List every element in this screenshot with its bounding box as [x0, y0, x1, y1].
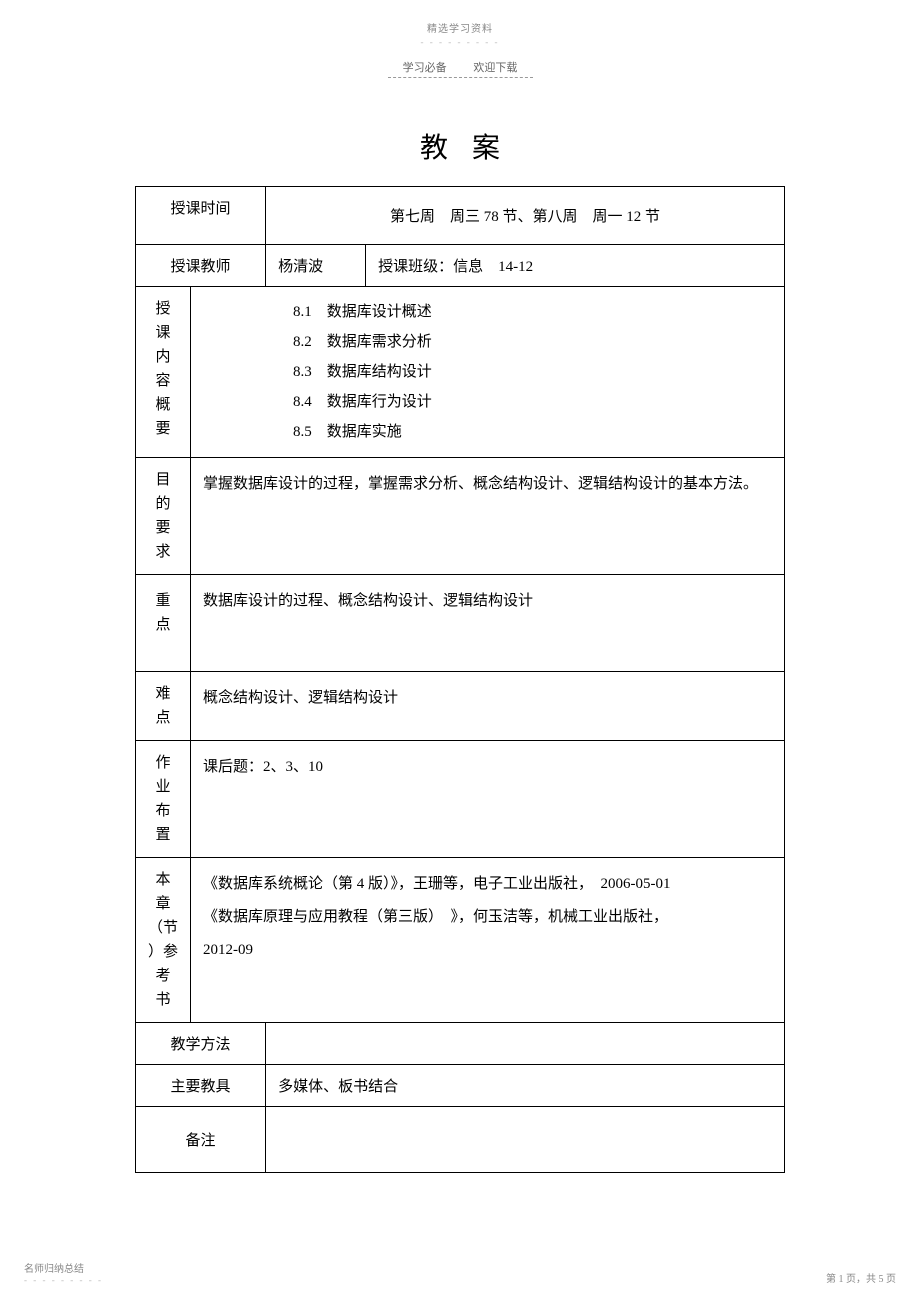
row-keypoint: 重点 数据库设计的过程、概念结构设计、逻辑结构设计: [136, 575, 785, 672]
outline-content: 8.1 数据库设计概述 8.2 数据库需求分析 8.3 数据库结构设计 8.4 …: [191, 287, 785, 458]
footer-left-dash: - - - - - - - - -: [24, 1275, 103, 1285]
outline-label-text: 授课内容概要: [148, 297, 178, 441]
tools-label: 主要教具: [136, 1065, 266, 1107]
reference-line-3: 2012-09: [203, 934, 772, 967]
footer-right: 第 1 页，共 5 页: [826, 1270, 896, 1285]
homework-label-text: 作业布置: [148, 751, 178, 847]
notes-content: [266, 1107, 785, 1173]
objective-label: 目的要求: [136, 458, 191, 575]
notes-label: 备注: [136, 1107, 266, 1173]
page-title: 教案: [0, 126, 920, 166]
row-notes: 备注: [136, 1107, 785, 1173]
keypoint-label-text: 重点: [148, 589, 178, 637]
header-sub-right: 欢迎下载: [473, 62, 517, 74]
reference-label-text: 本章（节）参考书: [148, 868, 178, 1012]
outline-item-1: 8.1 数据库设计概述: [203, 297, 772, 327]
tools-content: 多媒体、板书结合: [266, 1065, 785, 1107]
row-outline: 授课内容概要 8.1 数据库设计概述 8.2 数据库需求分析 8.3 数据库结构…: [136, 287, 785, 458]
reference-line-1: 《数据库系统概论（第 4 版）》，王珊等，电子工业出版社， 2006-05-01: [203, 868, 772, 901]
row-tools: 主要教具 多媒体、板书结合: [136, 1065, 785, 1107]
header-sub-left: 学习必备: [403, 62, 447, 74]
row-objective: 目的要求 掌握数据库设计的过程，掌握需求分析、概念结构设计、逻辑结构设计的基本方…: [136, 458, 785, 575]
header-top-text: 精选学习资料: [0, 0, 920, 35]
row-reference: 本章（节）参考书 《数据库系统概论（第 4 版）》，王珊等，电子工业出版社， 2…: [136, 858, 785, 1023]
teacher-name: 杨清波: [266, 245, 366, 287]
keypoint-label: 重点: [136, 575, 191, 672]
schedule-label: 授课时间: [136, 187, 266, 245]
homework-label: 作业布置: [136, 741, 191, 858]
difficulty-content: 概念结构设计、逻辑结构设计: [191, 672, 785, 741]
keypoint-content: 数据库设计的过程、概念结构设计、逻辑结构设计: [191, 575, 785, 672]
homework-content: 课后题：2、3、10: [191, 741, 785, 858]
method-content: [266, 1023, 785, 1065]
row-schedule: 授课时间 第七周 周三 78 节、第八周 周一 12 节: [136, 187, 785, 245]
row-homework: 作业布置 课后题：2、3、10: [136, 741, 785, 858]
outline-label: 授课内容概要: [136, 287, 191, 458]
row-difficulty: 难点 概念结构设计、逻辑结构设计: [136, 672, 785, 741]
schedule-value: 第七周 周三 78 节、第八周 周一 12 节: [266, 187, 785, 245]
footer-left-text: 名师归纳总结: [24, 1260, 103, 1275]
reference-line-2: 《数据库原理与应用教程（第三版） 》，何玉洁等，机械工业出版社，: [203, 901, 772, 934]
teacher-label: 授课教师: [136, 245, 266, 287]
outline-item-3: 8.3 数据库结构设计: [203, 357, 772, 387]
footer-left: 名师归纳总结 - - - - - - - - -: [24, 1260, 103, 1285]
lesson-plan-table: 授课时间 第七周 周三 78 节、第八周 周一 12 节 授课教师 杨清波 授课…: [135, 186, 785, 1173]
objective-label-text: 目的要求: [148, 468, 178, 564]
method-label: 教学方法: [136, 1023, 266, 1065]
class-label: 授课班级：信息 14-12: [366, 245, 785, 287]
objective-content: 掌握数据库设计的过程，掌握需求分析、概念结构设计、逻辑结构设计的基本方法。: [191, 458, 785, 575]
header-dash: - - - - - - - - -: [0, 37, 920, 47]
outline-item-5: 8.5 数据库实施: [203, 417, 772, 447]
difficulty-label-text: 难点: [148, 682, 178, 730]
header-sub: 学习必备 欢迎下载: [0, 59, 920, 75]
row-teacher: 授课教师 杨清波 授课班级：信息 14-12: [136, 245, 785, 287]
header-underline: [388, 77, 533, 78]
reference-content: 《数据库系统概论（第 4 版）》，王珊等，电子工业出版社， 2006-05-01…: [191, 858, 785, 1023]
reference-label: 本章（节）参考书: [136, 858, 191, 1023]
outline-item-4: 8.4 数据库行为设计: [203, 387, 772, 417]
row-method: 教学方法: [136, 1023, 785, 1065]
difficulty-label: 难点: [136, 672, 191, 741]
outline-item-2: 8.2 数据库需求分析: [203, 327, 772, 357]
